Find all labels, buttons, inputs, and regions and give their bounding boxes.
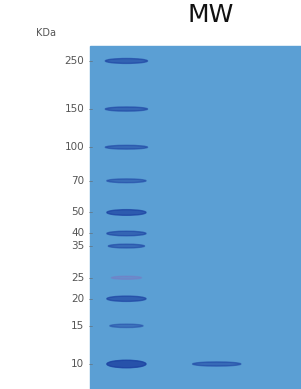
- Text: 25: 25: [71, 273, 84, 283]
- Ellipse shape: [107, 179, 146, 183]
- Text: 15: 15: [71, 321, 84, 331]
- Ellipse shape: [105, 107, 147, 111]
- Ellipse shape: [107, 360, 146, 368]
- Text: MW: MW: [188, 3, 234, 27]
- Text: 150: 150: [64, 104, 84, 114]
- Ellipse shape: [108, 244, 144, 248]
- Text: 40: 40: [71, 228, 84, 238]
- Ellipse shape: [110, 324, 143, 328]
- Text: 50: 50: [71, 207, 84, 217]
- Ellipse shape: [193, 362, 241, 366]
- Text: 10: 10: [71, 359, 84, 369]
- Text: 100: 100: [65, 142, 84, 152]
- Text: 35: 35: [71, 241, 84, 251]
- Ellipse shape: [107, 231, 146, 236]
- Ellipse shape: [111, 276, 141, 279]
- Ellipse shape: [105, 58, 147, 63]
- Ellipse shape: [105, 145, 147, 149]
- Text: KDa: KDa: [36, 28, 56, 39]
- Bar: [90, 46, 301, 389]
- Text: 20: 20: [71, 294, 84, 304]
- Ellipse shape: [107, 296, 146, 301]
- Text: 70: 70: [71, 176, 84, 186]
- Ellipse shape: [107, 210, 146, 215]
- Text: 250: 250: [64, 56, 84, 66]
